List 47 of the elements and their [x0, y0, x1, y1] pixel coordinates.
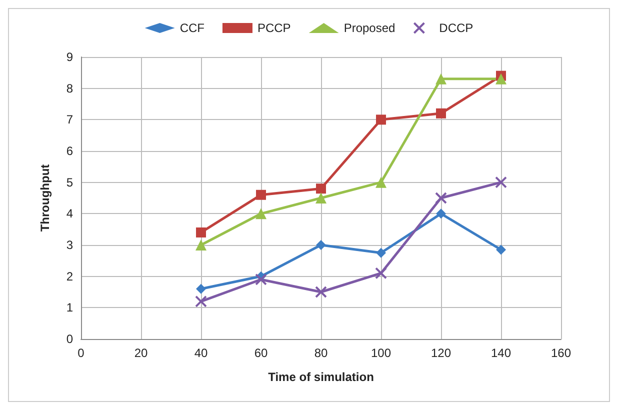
- legend-label: PCCP: [257, 21, 291, 35]
- point: [436, 208, 446, 219]
- point: [496, 73, 506, 84]
- point: [376, 176, 386, 188]
- legend-label: CCF: [180, 21, 204, 35]
- point: [375, 267, 387, 280]
- point: [256, 190, 266, 200]
- x-tick-label: 160: [550, 346, 572, 360]
- y-tick-label: 4: [66, 206, 74, 221]
- x-tick-label: 20: [134, 346, 148, 360]
- legend-label: Proposed: [344, 21, 396, 35]
- x-tick-label: 0: [78, 346, 85, 360]
- y-tick-label: 7: [66, 112, 74, 127]
- point: [256, 208, 266, 220]
- y-tick-label: 3: [66, 238, 74, 252]
- point: [495, 176, 507, 188]
- point: [195, 295, 207, 308]
- y-tick-label: 0: [66, 332, 74, 346]
- y-tick-label: 8: [66, 81, 74, 96]
- y-tick-label: 6: [66, 144, 74, 158]
- legend-label: DCCP: [439, 21, 474, 35]
- y-tick-label: 5: [66, 175, 74, 190]
- point: [436, 108, 446, 118]
- y-tick-label: 1: [66, 300, 74, 315]
- x-tick-label: 140: [490, 346, 512, 360]
- point: [376, 114, 386, 125]
- x-tick-label: 60: [254, 346, 268, 360]
- point: [316, 240, 326, 250]
- point: [436, 73, 446, 84]
- point: [315, 286, 327, 298]
- y-axis-title: Throughput: [38, 164, 52, 232]
- x-tick-label: 40: [194, 346, 208, 360]
- y-tick-label: 2: [66, 269, 74, 284]
- point: [196, 227, 206, 238]
- point: [376, 248, 386, 258]
- x-tick-label: 80: [314, 346, 328, 360]
- point: [196, 240, 206, 250]
- point: [316, 184, 326, 194]
- x-tick-label: 120: [430, 346, 452, 360]
- point: [316, 192, 326, 204]
- point: [255, 273, 267, 286]
- x-tick-label: 100: [370, 346, 392, 360]
- point: [196, 284, 206, 294]
- y-tick-label: 9: [66, 50, 74, 64]
- point: [496, 244, 506, 255]
- point: [435, 192, 447, 204]
- x-axis-title: Time of simulation: [268, 370, 374, 384]
